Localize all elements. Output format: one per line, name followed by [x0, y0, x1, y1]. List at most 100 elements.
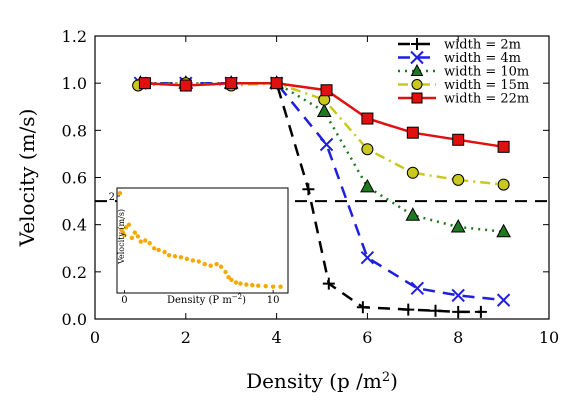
inset-point-8	[132, 230, 138, 235]
y-tick-label: 0.8	[62, 121, 87, 140]
y-tick-label: 1.0	[62, 74, 87, 93]
inset-point-16	[166, 253, 172, 258]
data-point-s3-7	[405, 207, 421, 221]
x-tick-label: 0	[90, 328, 100, 347]
inset-point-27	[226, 275, 231, 280]
data-point-s1-6	[322, 277, 335, 290]
legend-label-4: width = 15m	[444, 78, 529, 93]
data-point-s5-6	[361, 112, 374, 125]
data-point-s2-5	[319, 137, 334, 152]
x-tick-label: 4	[272, 328, 282, 347]
main-plot: 0 2 4 6 8 10 0.0 0.2 0.4 0.6 0.8 1.0 1.2 Density (p /…	[15, 27, 559, 393]
inset-point-12	[147, 240, 152, 246]
data-point-s5-7	[406, 126, 419, 139]
series-line-4	[138, 81, 504, 186]
legend-marker-1	[411, 38, 423, 50]
inset-point-4	[122, 233, 127, 238]
x-axis-label: Density (p /m2)	[246, 369, 398, 393]
inset-point-9	[135, 234, 141, 239]
x-axis-label-close: )	[390, 369, 398, 393]
inset-y-tick-label: 2	[109, 192, 115, 203]
inset-point-15	[162, 249, 167, 255]
data-point-s5-3	[225, 77, 238, 90]
inset-point-22	[202, 261, 207, 267]
inset-point-17	[172, 254, 178, 259]
inset-point-33	[256, 283, 261, 288]
inset-point-20	[190, 258, 196, 263]
legend-label-2: width = 4m	[444, 51, 521, 66]
inset-point-25	[218, 264, 224, 269]
inset-x-tick-label: 10	[267, 295, 280, 306]
inset-point-7	[129, 235, 135, 241]
data-point-s3-9	[496, 223, 511, 238]
inset-point-19	[184, 256, 190, 262]
inset-point-24	[214, 261, 219, 267]
data-point-s1-7	[356, 301, 369, 314]
data-point-s4-7	[406, 166, 419, 179]
inset-point-34	[263, 283, 268, 289]
data-point-s5-2	[179, 79, 192, 92]
data-point-s1-8	[402, 303, 415, 316]
inset-point-14	[156, 247, 161, 253]
inset-x-axis-label-close: )	[242, 295, 246, 306]
data-point-s4-6	[361, 143, 374, 156]
data-point-s4-8	[452, 173, 465, 186]
legend-label-1: width = 2m	[444, 38, 521, 53]
x-tick-label: 6	[362, 328, 372, 347]
x-axis-label-sup: 2	[382, 370, 390, 385]
data-point-s1-11	[474, 305, 487, 318]
legend-label-5: width = 22m	[444, 92, 529, 107]
inset-point-32	[250, 282, 255, 288]
inset-plot: 0 10 2 Density (P m−2) Velocity (m/s)	[109, 187, 289, 306]
data-point-s5-9	[497, 140, 510, 153]
series-line-2	[140, 81, 504, 302]
inset-point-13	[151, 246, 157, 251]
data-point-s5-4	[270, 77, 283, 90]
data-point-s3-5	[316, 103, 332, 117]
y-tick-label: 1.2	[62, 27, 87, 46]
x-tick-label: 8	[453, 328, 463, 347]
data-point-s1-9	[429, 304, 442, 317]
legend-marker-3	[410, 63, 424, 76]
data-point-s4-9	[497, 178, 510, 191]
data-point-s2-8	[451, 288, 465, 303]
data-point-s2-9	[496, 293, 511, 307]
legend-marker-2	[410, 50, 424, 65]
data-point-s2-6	[360, 250, 375, 265]
y-axis-label: Velocity (m/s)	[15, 109, 39, 248]
inset-point-23	[208, 263, 213, 268]
data-point-s3-8	[450, 218, 466, 233]
inset-point-36	[278, 284, 283, 289]
data-point-s5-8	[452, 133, 465, 146]
inset-x-tick-label: 0	[121, 295, 127, 306]
inset-point-30	[238, 281, 243, 286]
data-point-s1-5	[302, 183, 315, 196]
inset-point-26	[223, 269, 228, 275]
y-tick-label: 0.2	[62, 263, 87, 282]
legend-marker-5	[411, 92, 423, 104]
inset-point-28	[229, 277, 234, 283]
data-point-s2-7	[410, 281, 425, 296]
data-point-s5-1	[138, 77, 151, 90]
inset-point-35	[270, 284, 276, 289]
inset-point-18	[178, 255, 184, 260]
inset-point-10	[138, 239, 143, 244]
inset-x-axis-label: Density (P m−2)	[167, 293, 246, 306]
inset-x-axis-label-sup: −2	[232, 293, 242, 301]
legend-marker-4	[411, 79, 423, 90]
y-tick-label: 0.6	[62, 169, 87, 188]
inset-point-31	[244, 282, 249, 287]
inset-point-29	[233, 280, 239, 285]
inset-y-axis-label: Velocity (m/s)	[117, 209, 126, 265]
y-tick-label: 0.0	[62, 310, 87, 329]
x-axis-label-main: Density (p /m	[246, 369, 382, 393]
inset-x-axis-label-main: Density (P m	[167, 295, 232, 306]
data-point-s5-5	[320, 84, 333, 97]
legend-label-3: width = 10m	[444, 65, 529, 80]
inset-point-6	[126, 222, 132, 227]
inset-point-21	[196, 259, 201, 264]
x-tick-label: 2	[181, 328, 191, 347]
x-tick-label: 10	[539, 328, 559, 347]
